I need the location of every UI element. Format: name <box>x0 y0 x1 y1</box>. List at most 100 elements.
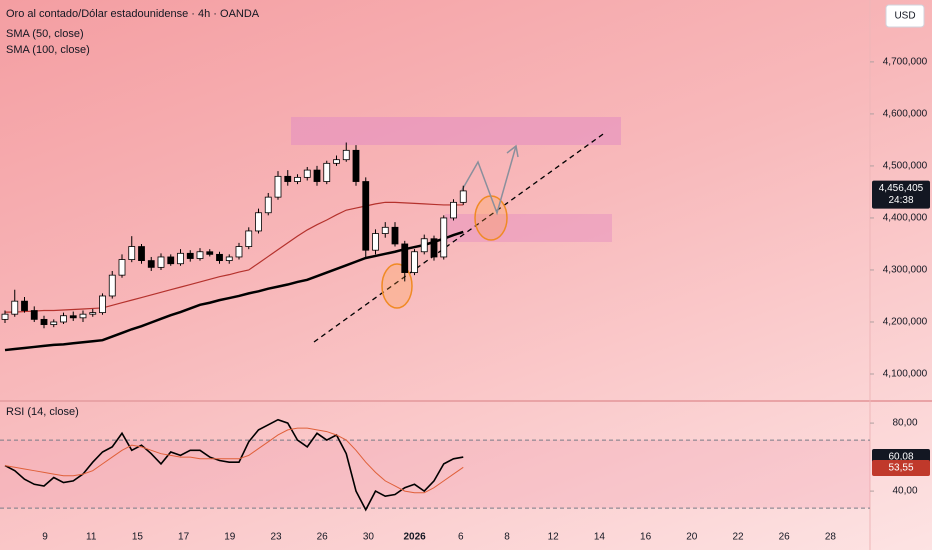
candle-body <box>420 238 428 253</box>
candle-body <box>401 243 409 273</box>
candle-body <box>40 318 48 325</box>
currency-button[interactable] <box>885 4 925 28</box>
countdown: 24:38 <box>888 195 913 206</box>
candle-body <box>177 252 184 265</box>
candle-body <box>391 226 399 245</box>
resistance-zone <box>291 117 621 145</box>
x-tick-label: 6 <box>458 532 464 543</box>
y-tick-label: 80,00 <box>892 418 917 429</box>
x-tick-label: 15 <box>132 532 144 543</box>
x-tick-label: 22 <box>732 532 744 543</box>
candle-body <box>362 181 370 251</box>
candle-body <box>147 260 155 268</box>
price-badge <box>872 180 930 209</box>
x-tick-label: 26 <box>779 532 791 543</box>
candle-body <box>372 233 379 251</box>
x-tick-label: 23 <box>270 532 282 543</box>
y-tick-label: 4,100,000 <box>883 369 928 380</box>
x-tick-label: 12 <box>548 532 560 543</box>
x-tick-label: 14 <box>594 532 606 543</box>
y-tick-label: 4,200,000 <box>883 317 928 328</box>
x-tick-label: 9 <box>42 532 48 543</box>
candle-body <box>50 321 58 325</box>
candle-body <box>352 149 360 182</box>
y-tick-label: 4,400,000 <box>883 213 928 224</box>
y-tick-label: 40,00 <box>892 486 917 497</box>
x-tick-label: 16 <box>640 532 652 543</box>
candle-body <box>79 313 87 319</box>
arrow-head <box>506 144 519 158</box>
support-zone <box>445 214 612 242</box>
candle-body <box>108 274 116 297</box>
candle-body <box>167 256 175 265</box>
series-line <box>4 427 464 494</box>
candle-body <box>225 256 233 261</box>
candle-body <box>206 251 214 255</box>
series-line <box>4 230 464 352</box>
candle-body <box>245 230 253 247</box>
candle-body <box>89 312 97 315</box>
candle-body <box>313 169 321 182</box>
price-badge-label: 60,08 <box>888 452 913 463</box>
x-tick-label: 20 <box>686 532 698 543</box>
projection-arrow <box>461 145 517 216</box>
candle-body <box>274 175 282 198</box>
candle-body <box>186 252 194 259</box>
candle-body <box>69 315 77 319</box>
x-tick-label: 30 <box>363 532 375 543</box>
candle-body <box>99 295 106 314</box>
candle-body <box>411 251 418 273</box>
candle-body <box>294 176 301 182</box>
candle-body <box>235 246 243 258</box>
candle-body <box>284 175 292 182</box>
x-tick-label: 11 <box>86 532 97 543</box>
candle-body <box>381 226 389 234</box>
candle-body <box>1 313 9 320</box>
x-tick-label: 8 <box>504 532 510 543</box>
candle-body <box>430 238 438 258</box>
candle-body <box>118 259 126 276</box>
candle-body <box>138 246 145 261</box>
rsi-band <box>0 440 870 509</box>
marks: 4,100,000 4,200,000 4,300,000 4,400,000 4,50… <box>0 28 930 543</box>
y-tick-label: 4,300,000 <box>883 265 928 276</box>
x-tick-label: 19 <box>224 532 236 543</box>
candle-body <box>21 300 28 311</box>
candle-body <box>196 251 204 259</box>
candle-body <box>60 315 67 323</box>
candle-body <box>333 159 340 164</box>
x-tick-label: 26 <box>317 532 329 543</box>
x-tick-label: 17 <box>178 532 190 543</box>
legend-entry: SMA (50, close) <box>6 28 84 40</box>
legend-entry: SMA (100, close) <box>6 44 90 56</box>
candle-body <box>11 300 19 315</box>
highlight-circle <box>474 195 508 241</box>
chart-title: Oro al contado/Dólar estadounidense · 4h… <box>6 8 260 20</box>
y-tick-label: 4,700,000 <box>883 57 928 68</box>
x-tick-label: 2026 <box>403 532 426 543</box>
y-tick-label: 4,500,000 <box>883 161 928 172</box>
price-badge-label: 53,55 <box>888 463 913 474</box>
rsi-title: RSI (14, close) <box>6 406 79 418</box>
candle-body <box>440 217 448 258</box>
candle-body <box>30 310 38 320</box>
y-tick-label: 4,600,000 <box>883 109 928 120</box>
candle-body <box>216 253 223 261</box>
candle-body <box>264 196 272 214</box>
candle-body <box>323 162 331 182</box>
candle-body <box>342 149 350 161</box>
candle-body <box>157 256 165 268</box>
candle-body <box>450 201 457 219</box>
candle-body <box>255 212 262 232</box>
x-tick-label: 28 <box>825 532 837 543</box>
candle-body <box>128 246 136 260</box>
series-line <box>4 418 464 512</box>
price-badge <box>872 460 930 477</box>
currency[interactable]: USD <box>894 11 915 22</box>
trend-line <box>313 131 607 343</box>
candle-body <box>303 169 311 178</box>
price-badge-label: 4,456,405 <box>879 183 924 194</box>
candle-body <box>459 190 467 203</box>
